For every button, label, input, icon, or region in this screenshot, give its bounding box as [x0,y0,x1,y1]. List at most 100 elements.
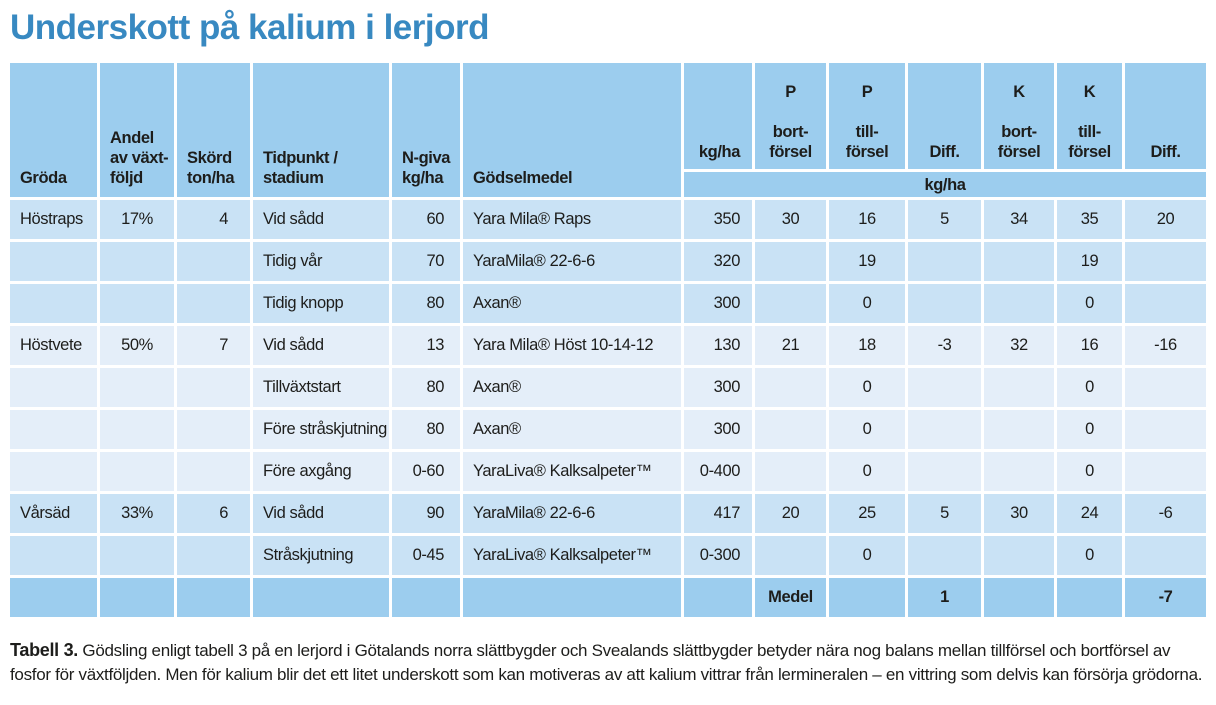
table-cell [1125,368,1206,407]
table-cell: 33% [100,494,174,533]
table-cell: YaraLiva® Kalksalpeter™ [463,452,681,491]
col-header-ngiva: N-giva kg/ha [392,63,460,197]
table-cell [684,578,752,617]
table-cell: 300 [684,284,752,323]
table-cell: 16 [829,200,905,239]
caption-label: Tabell 3. [10,640,78,660]
table-cell: 0 [1057,452,1122,491]
table-cell: YaraMila® 22-6-6 [463,494,681,533]
table-cell: -6 [1125,494,1206,533]
table-cell [10,578,97,617]
table-cell [984,368,1054,407]
table-cell [984,452,1054,491]
table-cell [463,578,681,617]
table-cell: 19 [1057,242,1122,281]
table-cell [908,242,981,281]
table-cell [10,368,97,407]
table-cell: 320 [684,242,752,281]
table-cell [10,536,97,575]
table-cell [755,536,826,575]
table-cell: Tidig vår [253,242,389,281]
table-cell: 0 [1057,284,1122,323]
table-cell: 80 [392,284,460,323]
table-cell: 70 [392,242,460,281]
col-header-diff-p: Diff. [908,63,981,169]
table-cell [177,452,250,491]
table-cell: Axan® [463,368,681,407]
table-cell: Yara Mila® Raps [463,200,681,239]
table-cell: 130 [684,326,752,365]
table-cell [755,368,826,407]
table-cell: 50% [100,326,174,365]
col-header-p-bortforsel: P bort- försel [755,63,826,169]
table-cell [100,536,174,575]
table-cell: 417 [684,494,752,533]
table-cell [984,284,1054,323]
table-caption: Tabell 3. Gödsling enligt tabell 3 på en… [10,639,1206,686]
table-cell: YaraMila® 22-6-6 [463,242,681,281]
table-cell: 6 [177,494,250,533]
table-cell: 0 [1057,368,1122,407]
table-cell: 35 [1057,200,1122,239]
table-cell: 300 [684,368,752,407]
table-cell: 1 [908,578,981,617]
table-cell: 0 [829,452,905,491]
table-cell [100,284,174,323]
page-title: Underskott på kalium i lerjord [10,8,490,47]
col-header-andel: Andel av växt- följd [100,63,174,197]
table-cell: 0 [829,284,905,323]
table-cell: -16 [1125,326,1206,365]
table-cell: 30 [984,494,1054,533]
col-header-k-bortforsel: K bort- försel [984,63,1054,169]
table-cell [1125,410,1206,449]
table-cell: 18 [829,326,905,365]
table-cell: 21 [755,326,826,365]
table-cell: -3 [908,326,981,365]
table-cell [10,284,97,323]
table-cell: 0 [1057,536,1122,575]
table-cell [253,578,389,617]
table-cell: Före axgång [253,452,389,491]
table-cell [1125,284,1206,323]
table-cell [392,578,460,617]
table-cell: 13 [392,326,460,365]
table-cell: Vid sådd [253,494,389,533]
table-cell: 19 [829,242,905,281]
table-cell [10,452,97,491]
table-cell: 90 [392,494,460,533]
table-cell [1125,536,1206,575]
table-cell [100,368,174,407]
table-cell [755,242,826,281]
data-table: Gröda Andel av växt- följd Skörd ton/ha … [10,63,1206,617]
table-cell [1057,578,1122,617]
table-cell [177,410,250,449]
table-cell [100,242,174,281]
col-header-godselmedel: Gödselmedel [463,63,681,197]
table-cell [755,284,826,323]
table-cell: 32 [984,326,1054,365]
table-cell: Stråskjutning [253,536,389,575]
table-cell: 25 [829,494,905,533]
table-cell [984,410,1054,449]
table-cell: 0-60 [392,452,460,491]
table-cell: 16 [1057,326,1122,365]
table-cell: YaraLiva® Kalksalpeter™ [463,536,681,575]
table-cell [100,578,174,617]
table-cell: 350 [684,200,752,239]
table-cell: 300 [684,410,752,449]
table-cell: Höstvete [10,326,97,365]
table-cell [1125,452,1206,491]
table-cell: Vid sådd [253,326,389,365]
table-cell: 7 [177,326,250,365]
col-header-groda: Gröda [10,63,97,197]
table-cell: Vid sådd [253,200,389,239]
table-cell [984,242,1054,281]
table-cell [984,536,1054,575]
table-cell [177,368,250,407]
table-cell: 4 [177,200,250,239]
table-cell [177,242,250,281]
table-cell [908,368,981,407]
table-cell: 0-45 [392,536,460,575]
col-header-p-tillforsel: P till- försel [829,63,905,169]
